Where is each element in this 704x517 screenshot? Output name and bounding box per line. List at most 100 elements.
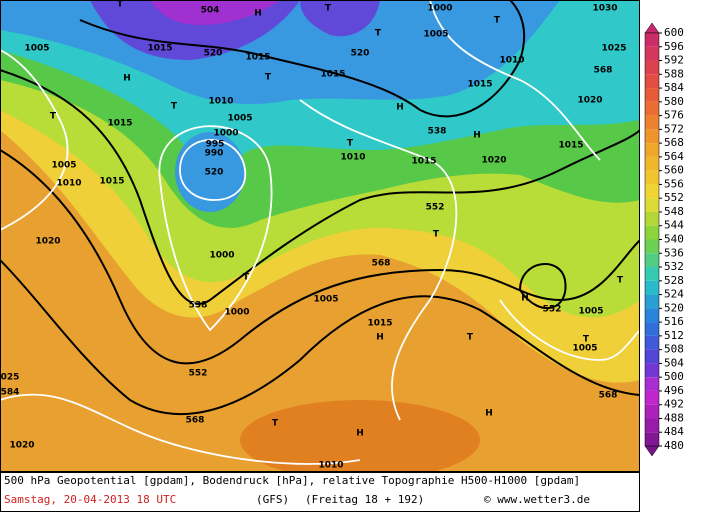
map-label: 1010 bbox=[56, 179, 81, 189]
map-label: 552 bbox=[189, 369, 208, 379]
scale-cell bbox=[645, 170, 659, 185]
map-label: H bbox=[123, 74, 131, 84]
map-label: 1015 bbox=[245, 53, 270, 63]
scale-cell bbox=[645, 418, 659, 433]
scale-tick-label: 512 bbox=[664, 329, 684, 342]
map-label: 1005 bbox=[578, 307, 603, 317]
scale-tick-label: 600 bbox=[664, 26, 684, 39]
map-label: 1020 bbox=[481, 156, 506, 166]
band bbox=[150, 1, 279, 25]
scale-cell bbox=[645, 143, 659, 157]
map-label: 504 bbox=[201, 6, 220, 16]
map-label: 1005 bbox=[313, 295, 338, 305]
map-label: 568 bbox=[599, 391, 618, 401]
map-label: 520 bbox=[205, 168, 224, 178]
scale-tick-label: 580 bbox=[664, 95, 684, 108]
map-label: 1005 bbox=[227, 114, 252, 124]
scale-tick-label: 480 bbox=[664, 439, 684, 452]
footer-date: Samstag, 20-04-2013 18 UTC bbox=[4, 493, 176, 506]
scale-tick-label: 544 bbox=[664, 219, 684, 232]
map-label: T bbox=[171, 102, 178, 112]
scale-tick-label: 564 bbox=[664, 150, 684, 163]
scale-tick-label: 500 bbox=[664, 370, 684, 383]
scale-tick-label: 524 bbox=[664, 288, 684, 301]
map-label: T bbox=[272, 419, 279, 429]
map-label: 1015 bbox=[411, 157, 436, 167]
map-label: 1015 bbox=[558, 141, 583, 151]
map-label: 1030 bbox=[592, 4, 617, 14]
scale-cell bbox=[645, 88, 659, 102]
scale-tick-label: 508 bbox=[664, 343, 684, 356]
map-label: T bbox=[433, 230, 440, 240]
map-label: 520 bbox=[204, 49, 223, 59]
scale-cell bbox=[645, 156, 659, 171]
scale-cell bbox=[645, 239, 659, 254]
scale-cell bbox=[645, 432, 659, 446]
footer-description: 500 hPa Geopotential [gpdam], Bodendruck… bbox=[4, 474, 580, 487]
band bbox=[300, 1, 380, 37]
map-label: 1000 bbox=[427, 4, 452, 14]
map-label: 1025 bbox=[601, 44, 626, 54]
map-frame bbox=[0, 0, 640, 472]
map-label: 1005 bbox=[572, 344, 597, 354]
map-label: 568 bbox=[186, 416, 205, 426]
map-label: H bbox=[376, 333, 384, 343]
footer-model: (GFS) bbox=[256, 493, 289, 506]
scale-cell bbox=[645, 294, 659, 309]
scale-cell bbox=[645, 390, 659, 405]
map-label: 1005 bbox=[24, 44, 49, 54]
map-label: 1000 bbox=[213, 129, 238, 139]
scale-tick-label: 576 bbox=[664, 109, 684, 122]
map-label: 1015 bbox=[367, 319, 392, 329]
map-label: 568 bbox=[372, 259, 391, 269]
scale-cell bbox=[645, 198, 659, 212]
scale-cell bbox=[645, 46, 659, 61]
map-label: 1015 bbox=[147, 44, 172, 54]
scale-cell bbox=[645, 74, 659, 89]
scale-tick-label: 548 bbox=[664, 205, 684, 218]
map-label: 1020 bbox=[35, 237, 60, 247]
map-label: T bbox=[265, 73, 272, 83]
map-label: T bbox=[583, 335, 590, 345]
scale-cell bbox=[645, 184, 659, 199]
pressure-lines bbox=[1, 1, 639, 465]
scale-tick-label: 588 bbox=[664, 67, 684, 80]
map-label: 1010 bbox=[499, 56, 524, 66]
map-label: T bbox=[375, 29, 382, 39]
scale-cell bbox=[645, 280, 659, 295]
map-label: 552 bbox=[543, 305, 562, 315]
map-label: T bbox=[50, 112, 57, 122]
scale-tick-label: 516 bbox=[664, 315, 684, 328]
map-label: H bbox=[254, 9, 262, 19]
scale-tick-label: 484 bbox=[664, 425, 684, 438]
scale-cell bbox=[645, 225, 659, 240]
scale-cell bbox=[645, 349, 659, 364]
scale-tick-label: 560 bbox=[664, 164, 684, 177]
scale-cell bbox=[645, 60, 659, 75]
scale-tick-label: 592 bbox=[664, 54, 684, 67]
scale-cell bbox=[645, 322, 659, 336]
map-label: 1015 bbox=[467, 80, 492, 90]
map-label: 1010 bbox=[340, 153, 365, 163]
scale-cell bbox=[645, 211, 659, 226]
scale-arrow-top bbox=[644, 22, 660, 34]
scale-tick-label: 496 bbox=[664, 384, 684, 397]
map-label: H bbox=[521, 294, 529, 304]
scale-cell bbox=[645, 129, 659, 144]
map-label: H bbox=[473, 131, 481, 141]
scale-tick-label: 520 bbox=[664, 301, 684, 314]
scale-cell bbox=[645, 253, 659, 268]
map-label: T bbox=[347, 139, 354, 149]
map-label: T bbox=[617, 276, 624, 286]
scale-tick-label: 572 bbox=[664, 122, 684, 135]
geopotential-lines bbox=[1, 1, 639, 416]
map-label: 1015 bbox=[107, 119, 132, 129]
scale-tick-label: 528 bbox=[664, 274, 684, 287]
scale-tick-label: 532 bbox=[664, 260, 684, 273]
map-label: 1010 bbox=[318, 461, 343, 471]
map-label: 538 bbox=[428, 127, 447, 137]
scale-tick-label: 596 bbox=[664, 40, 684, 53]
map-label: H bbox=[396, 103, 404, 113]
map-label: 1000 bbox=[224, 308, 249, 318]
